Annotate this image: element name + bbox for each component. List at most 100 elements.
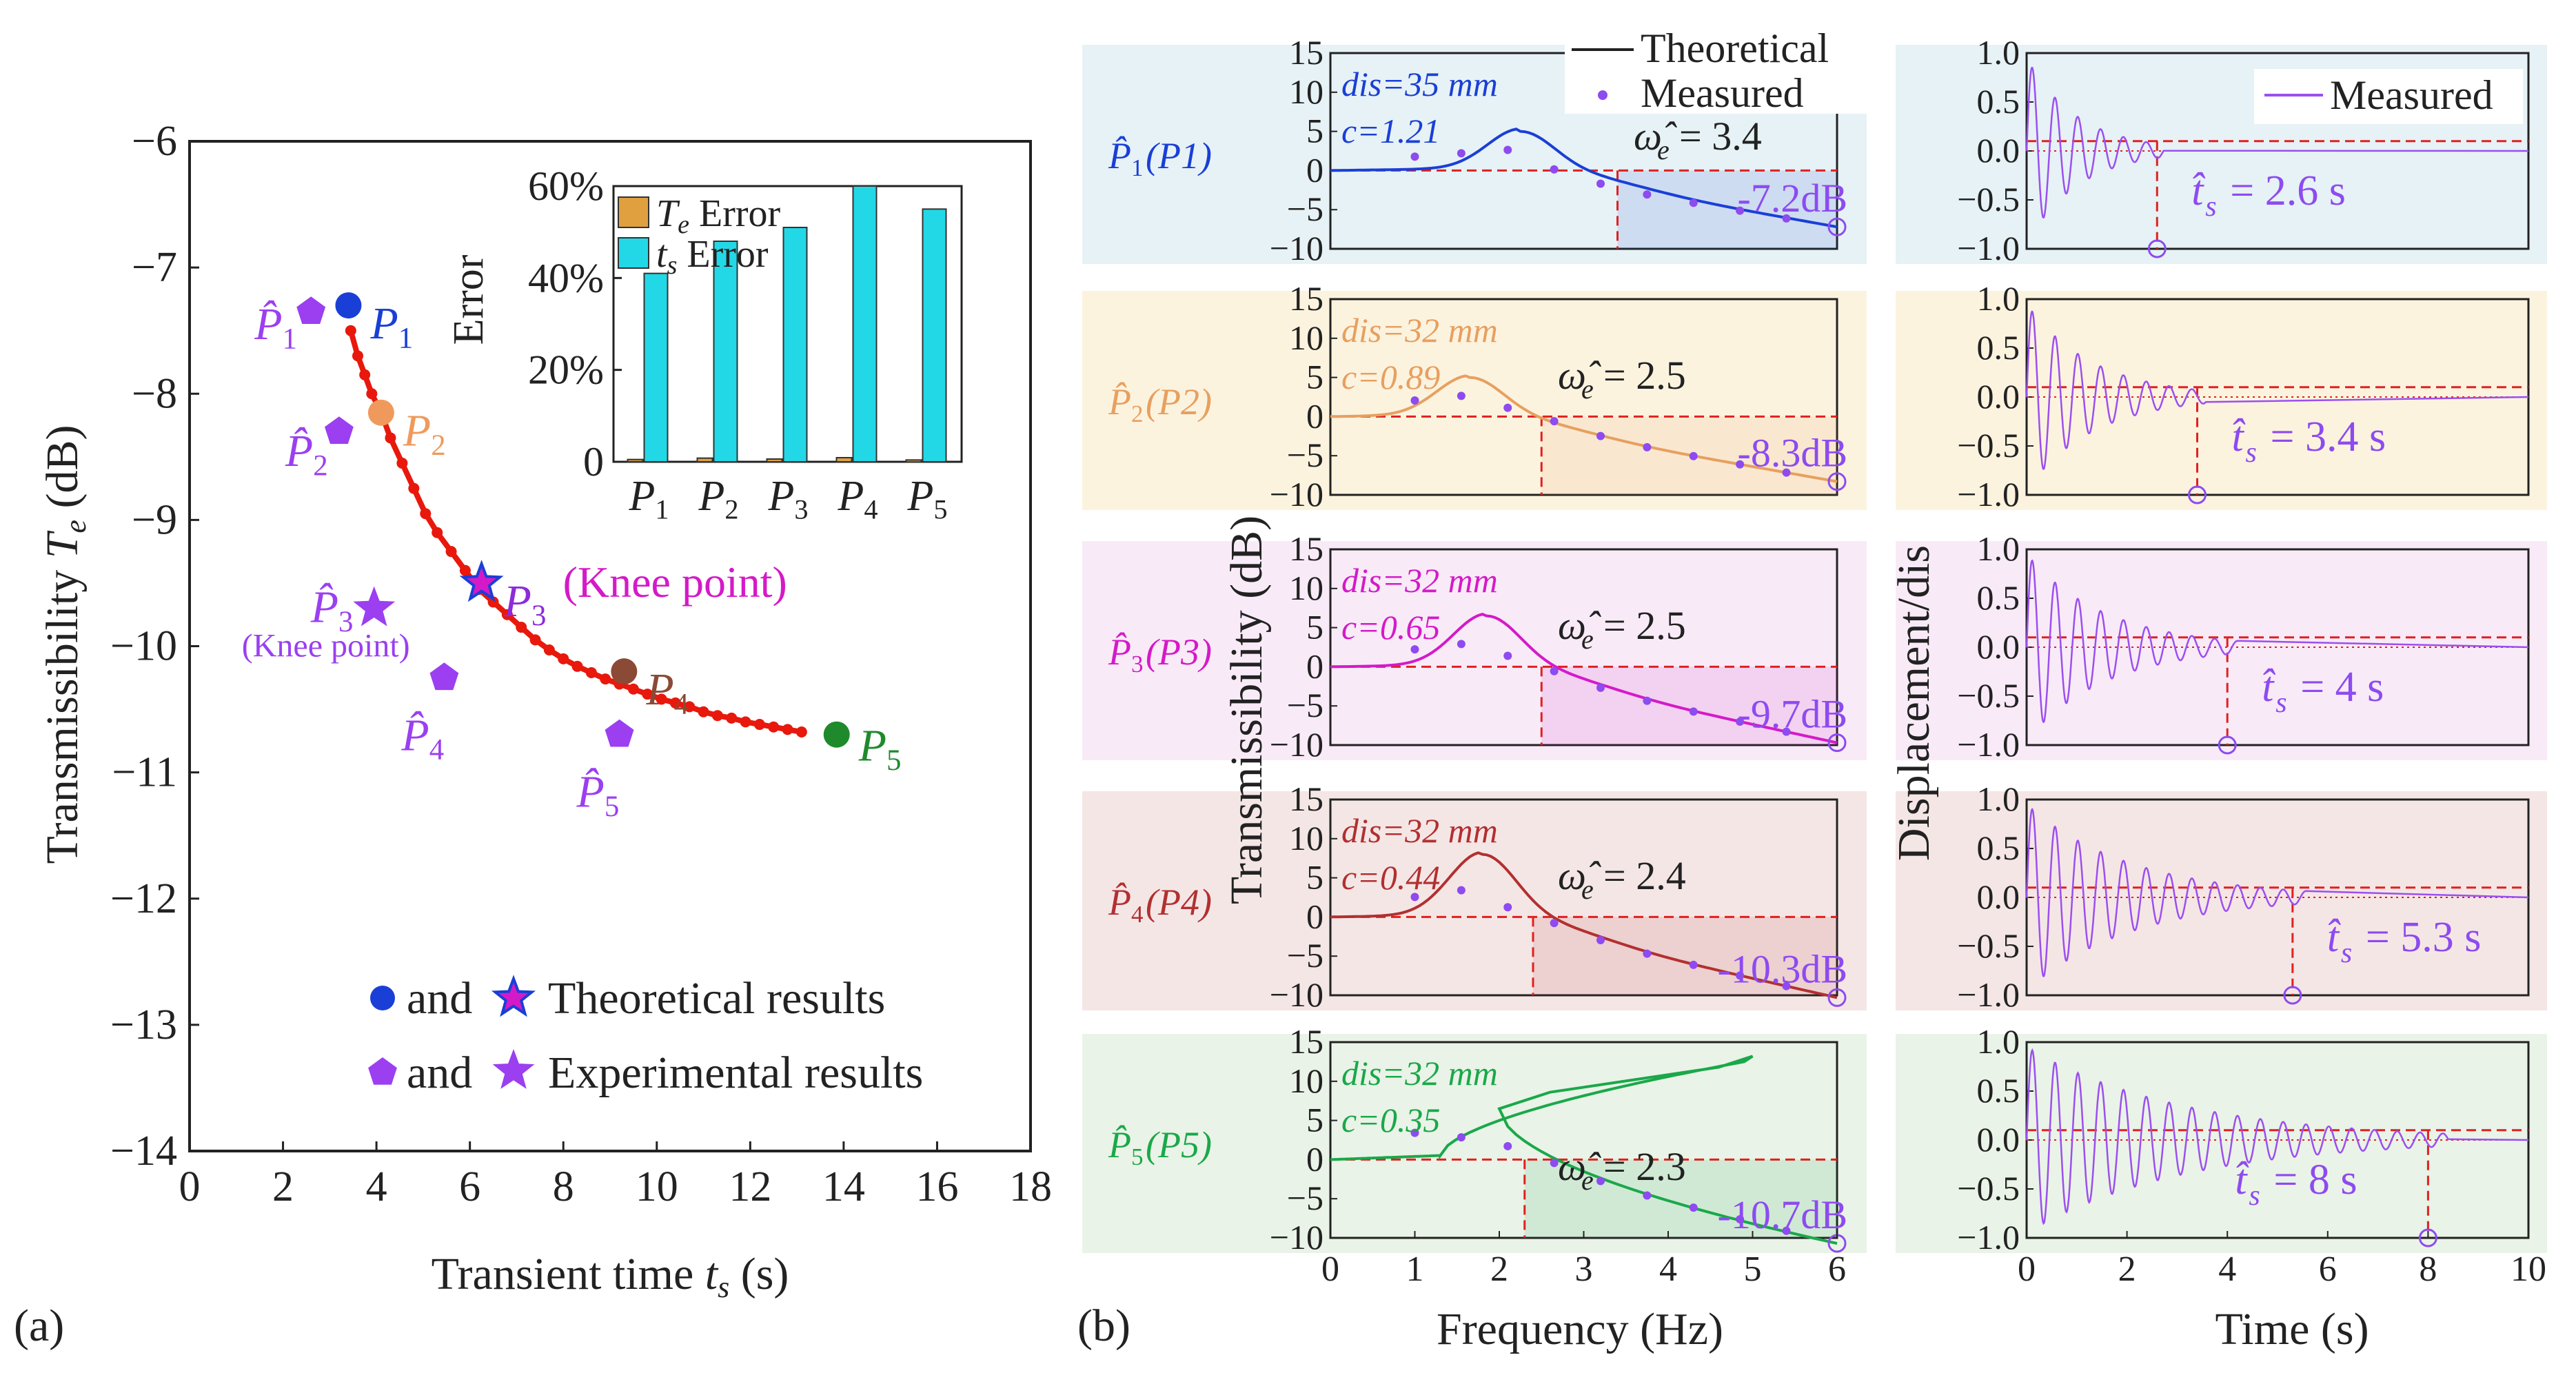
- measured-point: [1596, 431, 1605, 440]
- measured-point: [1782, 727, 1791, 736]
- legend-ts-error-swatch: [618, 237, 649, 269]
- measured-point: [1736, 460, 1745, 469]
- freq-y-tick-label: 10: [1289, 318, 1324, 357]
- experimental-label-p5: P̂5: [576, 767, 620, 823]
- measured-point: [1782, 468, 1791, 477]
- c-label: c=1.21: [1341, 112, 1440, 150]
- te-marker: [1827, 472, 1847, 491]
- y-tick-label: −11: [112, 749, 177, 796]
- inset-bar-te-p4: [835, 457, 853, 462]
- inset-ylabel: Error: [445, 254, 492, 345]
- time-y-tick-label: 0.5: [1977, 828, 2020, 867]
- freq-y-tick-label: 15: [1289, 33, 1324, 72]
- measured-point: [1596, 936, 1605, 945]
- x-tick-label: 18: [1009, 1163, 1052, 1210]
- measured-point: [1736, 206, 1745, 215]
- legend-te-error-label: Te Error: [656, 192, 781, 239]
- freq-y-tick-label: −10: [1270, 1218, 1324, 1256]
- theoretical-curve: [1330, 128, 1838, 229]
- freq-ylabel: Transmissibility (dB): [1221, 516, 1272, 904]
- row-label-paren-5: (P5): [1146, 1124, 1212, 1166]
- ts-symbol: t̂: [2191, 167, 2206, 214]
- inset-bar-te-p2: [696, 457, 713, 463]
- theoretical-point-p1: [335, 292, 362, 319]
- legend-theoretical-text: Theoretical: [1641, 26, 1829, 71]
- pareto-point: [585, 666, 597, 678]
- time-y-tick-label: 1.0: [1977, 529, 2020, 568]
- c-label: c=0.89: [1341, 358, 1440, 396]
- pareto-point: [669, 697, 681, 709]
- ts-symbol: t̂: [2262, 664, 2276, 711]
- measured-point: [1410, 1128, 1419, 1137]
- time-y-tick-label: 0.0: [1977, 627, 2020, 666]
- inset-bar-ts-p2: [713, 241, 738, 462]
- measured-response: [2025, 310, 2529, 470]
- measured-point: [1550, 919, 1559, 928]
- pareto-point: [543, 644, 555, 655]
- measured-response: [2025, 66, 2529, 219]
- measured-point: [1736, 971, 1745, 980]
- inset-y-tick-label: 0: [583, 439, 604, 485]
- ts-marker: [2283, 986, 2302, 1005]
- freq-y-tick-label: −10: [1270, 975, 1324, 1014]
- measured-point: [1550, 666, 1559, 675]
- panel-b-label: (b): [1077, 1301, 1130, 1351]
- ts-value: = 8 s: [2273, 1157, 2357, 1203]
- legend-experimental-and: and: [407, 1048, 472, 1098]
- freq-y-tick-label: 10: [1289, 1061, 1324, 1100]
- pareto-point: [487, 596, 499, 608]
- inset-bar-ts-p5: [922, 208, 947, 462]
- freq-y-tick-label: 0: [1306, 1139, 1324, 1178]
- time-x-tick-label: 8: [2419, 1250, 2437, 1289]
- inset-x-label-p3: P3: [768, 473, 809, 525]
- ts-marker: [2218, 735, 2237, 755]
- x-tick-label: 12: [729, 1163, 771, 1210]
- error-inset: Error 0 20% 40% 60% P1 P2 P3 P4 P5 Te Error ts E…: [445, 163, 963, 525]
- measured-point: [1782, 1226, 1791, 1235]
- theoretical-point-p5: [823, 721, 850, 748]
- x-tick-label: 2: [272, 1163, 294, 1210]
- pareto-point: [352, 350, 363, 362]
- ts-subscript: s: [2205, 191, 2216, 223]
- freq-x-tick-label: 5: [1744, 1250, 1762, 1289]
- pareto-point: [408, 482, 420, 494]
- theoretical-label-p1: P1: [369, 298, 413, 354]
- pareto-point: [396, 457, 408, 469]
- experimental-point-p2: [325, 416, 354, 444]
- freq-x-tick-label: 4: [1659, 1250, 1677, 1289]
- legend-experimental-pentagon: [368, 1057, 397, 1085]
- row-bg-freq: [1082, 1034, 1867, 1253]
- legend-measured-text: Measured: [1641, 70, 1804, 116]
- time-y-tick-label: 1.0: [1977, 279, 2020, 318]
- freq-x-tick-label: 3: [1575, 1250, 1593, 1289]
- freq-y-tick-label: 0: [1306, 150, 1324, 189]
- y-tick-label: −13: [110, 1001, 177, 1048]
- dis-label: dis=32 mm: [1341, 1054, 1498, 1092]
- freq-x-tick-label: 2: [1490, 1250, 1508, 1289]
- freq-frame: [1329, 798, 1838, 997]
- time-x-tick-label: 6: [2319, 1250, 2337, 1289]
- measured-point: [1503, 651, 1512, 660]
- row-bg-freq: [1082, 291, 1867, 510]
- theoretical-point-p4: [611, 658, 638, 685]
- legend-theoretical-label: Theoretical results: [548, 973, 885, 1024]
- ts-marker: [2418, 1228, 2437, 1248]
- measured-point: [1503, 403, 1512, 412]
- freq-x-tick-label: 0: [1321, 1250, 1339, 1289]
- row-label-2: P̂2: [1108, 381, 1144, 427]
- freq-y-tick-label: 0: [1306, 647, 1324, 685]
- measured-point: [1410, 645, 1419, 654]
- dis-label: dis=32 mm: [1341, 311, 1498, 349]
- freq-y-tick-label: 5: [1306, 858, 1324, 897]
- inset-bar-ts-p1: [643, 272, 669, 462]
- time-y-tick-label: −0.5: [1957, 926, 2020, 965]
- te-value: -9.7dB: [1738, 692, 1848, 737]
- legend-theoretical-and: and: [407, 973, 472, 1024]
- time-y-tick-label: 0.5: [1977, 578, 2020, 617]
- freq-frame: [1329, 298, 1838, 496]
- experimental-point-p3: [353, 586, 396, 627]
- pareto-point: [656, 693, 667, 705]
- freq-y-tick-label: 15: [1289, 1022, 1324, 1061]
